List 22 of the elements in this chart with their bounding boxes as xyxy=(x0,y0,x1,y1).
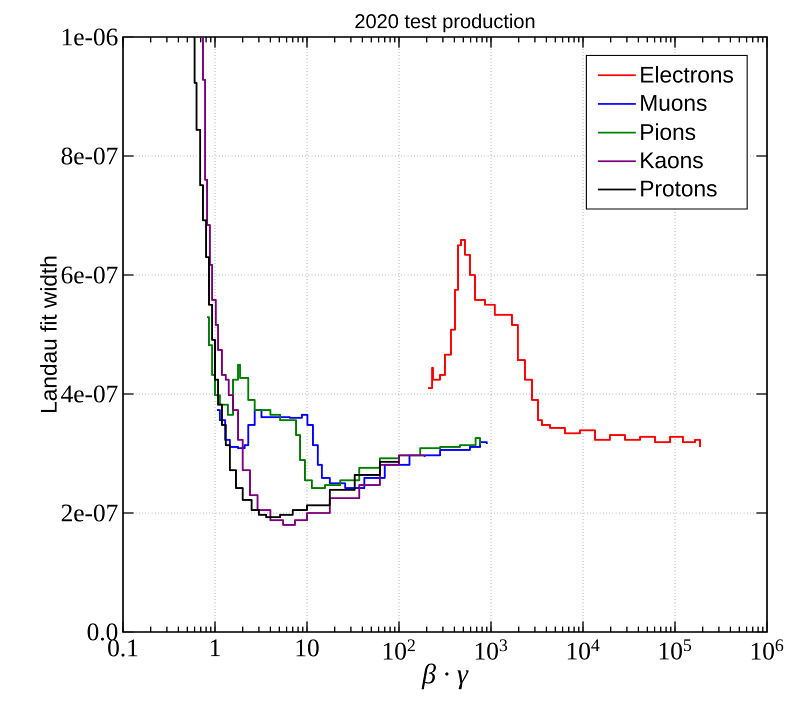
y-tick-label: 2e-07 xyxy=(62,504,118,522)
x-tick-label: 10$^{4}$ xyxy=(568,639,600,660)
y-tick-label: 4e-07 xyxy=(61,385,118,403)
y-tick-label: 8e-07 xyxy=(62,147,118,165)
x-tick-label: 10$^{5}$ xyxy=(660,639,692,660)
y-tick-label: 0.0 xyxy=(88,623,118,641)
legend-label: Protons xyxy=(641,180,717,197)
x-tick-label: 10$^{6}$ xyxy=(752,639,784,660)
y-tick-label: 1e-06 xyxy=(62,28,118,46)
chart-title: 2020 test production xyxy=(355,14,534,32)
legend-label: Electrons xyxy=(641,66,733,83)
legend-label: Muons xyxy=(641,95,707,111)
x-tick-label: 10$^{2}$ xyxy=(384,639,415,660)
y-tick-label: 6e-07 xyxy=(62,266,118,284)
x-tick-label: 10$^{3}$ xyxy=(476,639,508,660)
y-axis-title: Landau fit width xyxy=(40,256,57,412)
legend-label: Pions xyxy=(641,123,696,140)
x-tick-label: 1 xyxy=(210,639,220,656)
x-axis-title: β · γ xyxy=(422,664,469,690)
x-tick-label: 10 xyxy=(296,639,319,656)
legend-label: Kaons xyxy=(641,152,703,168)
x-tick-label: 0.1 xyxy=(108,639,138,657)
